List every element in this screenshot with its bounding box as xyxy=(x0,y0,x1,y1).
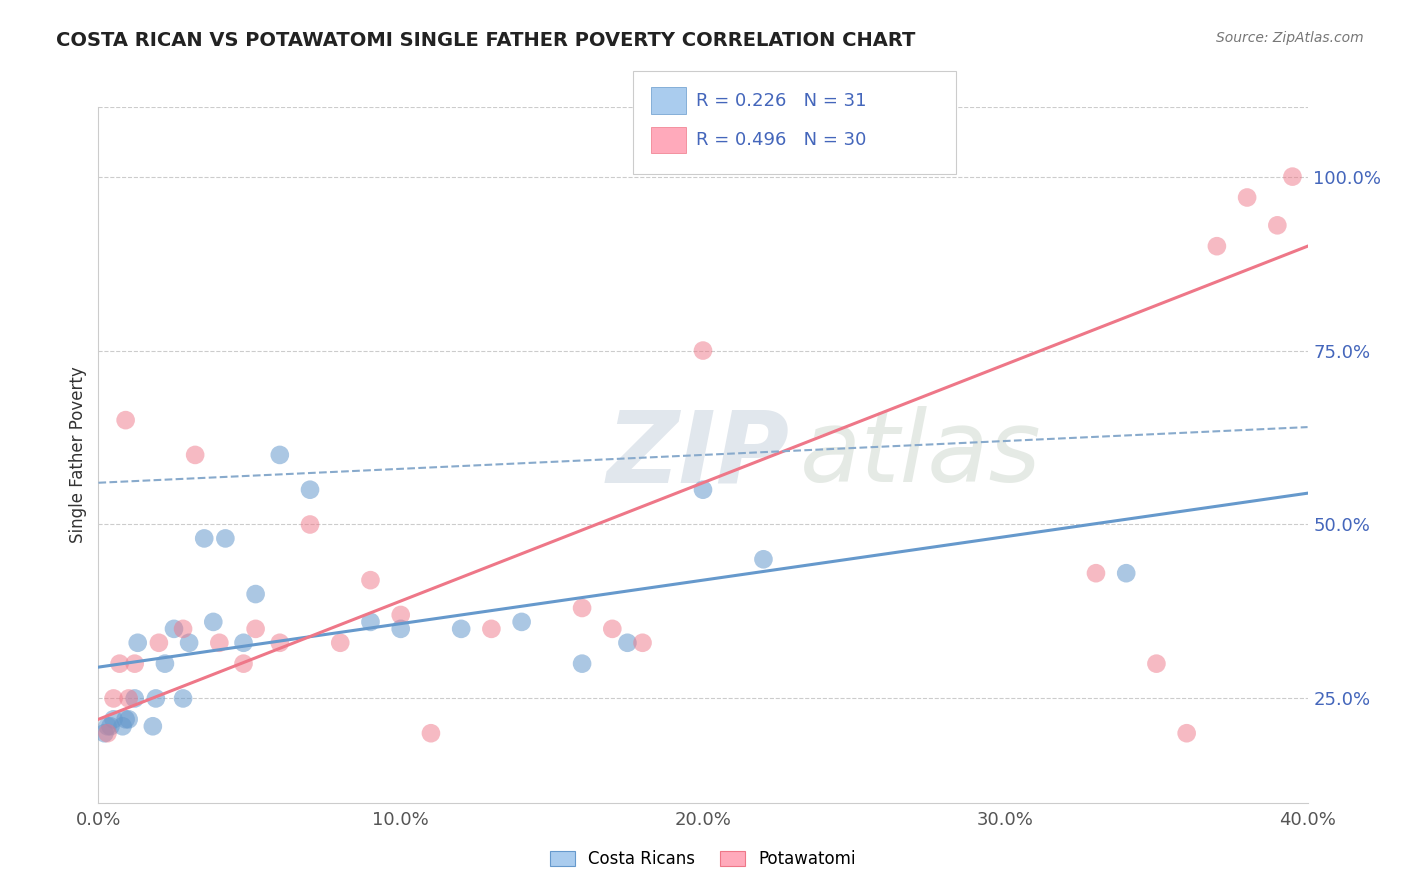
Point xyxy=(114,413,136,427)
Text: Source: ZipAtlas.com: Source: ZipAtlas.com xyxy=(1216,31,1364,45)
Point xyxy=(1281,169,1303,184)
Point xyxy=(269,636,291,650)
Point xyxy=(93,726,115,740)
Point xyxy=(510,615,533,629)
Point xyxy=(571,657,593,671)
Point xyxy=(153,657,176,671)
Point xyxy=(1085,566,1108,581)
Point xyxy=(145,691,167,706)
Point xyxy=(184,448,207,462)
Point xyxy=(1206,239,1229,253)
Point xyxy=(124,691,146,706)
Point xyxy=(118,691,141,706)
Point xyxy=(389,607,412,622)
Point xyxy=(1175,726,1198,740)
Point xyxy=(214,532,236,546)
Point xyxy=(616,636,638,650)
Point xyxy=(103,712,125,726)
Point xyxy=(127,636,149,650)
Point xyxy=(481,622,503,636)
Point xyxy=(108,657,131,671)
Point xyxy=(193,532,215,546)
Point xyxy=(245,587,267,601)
Text: R = 0.496   N = 30: R = 0.496 N = 30 xyxy=(696,131,866,149)
Point xyxy=(269,448,291,462)
Point xyxy=(752,552,775,566)
Point xyxy=(450,622,472,636)
Point xyxy=(148,636,170,650)
Point xyxy=(111,719,134,733)
Point xyxy=(172,691,194,706)
Text: R = 0.226   N = 31: R = 0.226 N = 31 xyxy=(696,92,866,110)
Point xyxy=(299,517,322,532)
Point xyxy=(329,636,352,650)
Y-axis label: Single Father Poverty: Single Father Poverty xyxy=(69,367,87,543)
Point xyxy=(163,622,186,636)
Point xyxy=(232,657,254,671)
Point xyxy=(299,483,322,497)
Point xyxy=(692,483,714,497)
Point xyxy=(103,691,125,706)
Point xyxy=(172,622,194,636)
Point xyxy=(631,636,654,650)
Point xyxy=(571,601,593,615)
Point xyxy=(208,636,231,650)
Point xyxy=(1236,190,1258,204)
Point xyxy=(232,636,254,650)
Point xyxy=(100,719,122,733)
Text: COSTA RICAN VS POTAWATOMI SINGLE FATHER POVERTY CORRELATION CHART: COSTA RICAN VS POTAWATOMI SINGLE FATHER … xyxy=(56,31,915,50)
Point xyxy=(118,712,141,726)
Text: atlas: atlas xyxy=(800,407,1042,503)
Point xyxy=(360,615,382,629)
Point xyxy=(1115,566,1137,581)
Point xyxy=(179,636,201,650)
Point xyxy=(420,726,443,740)
Point xyxy=(96,719,118,733)
Point xyxy=(245,622,267,636)
Point xyxy=(142,719,165,733)
Point xyxy=(360,573,382,587)
Point xyxy=(114,712,136,726)
Text: ZIP: ZIP xyxy=(606,407,789,503)
Point xyxy=(602,622,624,636)
Point xyxy=(692,343,714,358)
Point xyxy=(202,615,225,629)
Point xyxy=(124,657,146,671)
Point xyxy=(1267,219,1289,233)
Point xyxy=(1144,657,1167,671)
Legend: Costa Ricans, Potawatomi: Costa Ricans, Potawatomi xyxy=(543,843,863,874)
Point xyxy=(389,622,412,636)
Point xyxy=(96,726,118,740)
